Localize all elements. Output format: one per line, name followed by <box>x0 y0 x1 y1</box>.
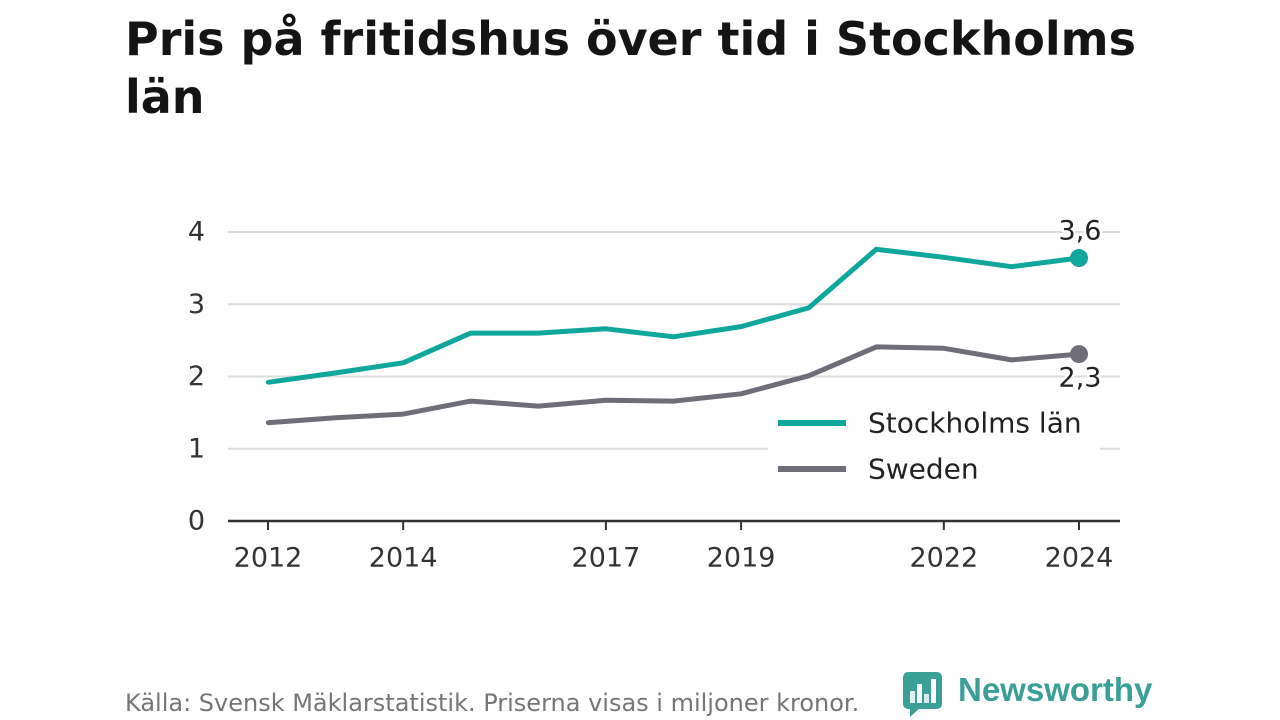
legend-item: Sweden <box>778 453 979 486</box>
series-sweden <box>265 344 1088 426</box>
data-point <box>1009 264 1014 269</box>
y-axis: 0 1 2 3 4 <box>188 217 205 537</box>
data-point <box>603 326 609 332</box>
data-point <box>400 411 406 417</box>
legend-item: Stockholms län <box>778 407 1082 440</box>
end-point-marker <box>1070 249 1088 268</box>
y-tick-label: 1 <box>188 433 205 464</box>
legend: Stockholms län Sweden <box>768 400 1100 493</box>
data-point <box>1009 357 1014 363</box>
series <box>265 246 1088 426</box>
data-point <box>265 420 271 425</box>
chart-title: Pris på fritidshus över tid i Stockholms… <box>125 12 1136 124</box>
data-point <box>333 370 338 376</box>
x-tick-label: 2024 <box>1045 543 1114 574</box>
data-point <box>874 247 879 252</box>
data-point <box>400 360 406 365</box>
data-point <box>874 344 879 350</box>
data-point <box>671 398 676 404</box>
y-tick-label: 0 <box>188 506 205 537</box>
data-point <box>468 330 473 336</box>
data-point <box>333 415 338 420</box>
data-point <box>536 403 541 409</box>
data-point <box>941 346 947 351</box>
x-tick-label: 2014 <box>369 543 438 574</box>
x-axis: 2012 2014 2017 2019 2022 2024 <box>228 519 1120 574</box>
end-point-marker <box>1070 345 1088 364</box>
legend-label: Stockholms län <box>868 407 1082 440</box>
data-point <box>738 391 744 397</box>
series-line <box>267 246 1080 385</box>
y-tick-label: 2 <box>188 361 205 392</box>
data-point <box>603 398 609 403</box>
x-tick-label: 2012 <box>234 543 303 574</box>
x-tick-label: 2022 <box>909 543 978 574</box>
end-value-label: 3,6 <box>1059 216 1102 247</box>
data-point <box>265 380 271 385</box>
y-tick-label: 4 <box>188 217 205 248</box>
newsworthy-logo: Newsworthy <box>903 670 1152 718</box>
brand-name: Newsworthy <box>958 671 1153 708</box>
value-labels: 3,6 2,3 <box>1056 213 1104 396</box>
data-point <box>468 398 473 404</box>
x-tick-label: 2019 <box>707 543 776 574</box>
legend-label: Sweden <box>868 453 979 486</box>
x-tick-label: 2017 <box>572 543 641 574</box>
data-point <box>738 324 744 329</box>
data-point <box>806 305 811 311</box>
data-point <box>671 334 676 339</box>
y-tick-label: 3 <box>188 289 205 320</box>
source-note: Källa: Svensk Mäklarstatistik. Priserna … <box>125 689 860 717</box>
end-value-label: 2,3 <box>1059 363 1102 394</box>
data-point <box>536 330 541 336</box>
legend-background <box>768 400 1100 493</box>
newsworthy-logo-icon <box>903 672 942 717</box>
series-stockholms-lan <box>265 246 1088 385</box>
data-point <box>806 373 811 378</box>
data-point <box>941 255 947 260</box>
